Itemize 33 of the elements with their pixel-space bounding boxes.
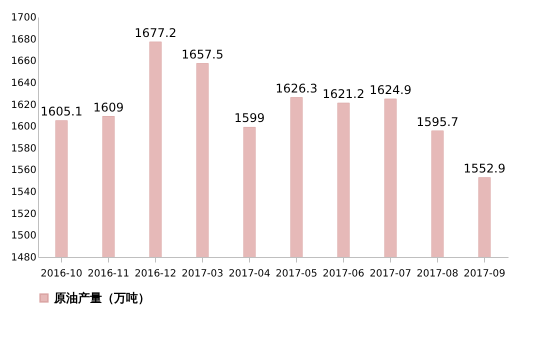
data-label: 1552.9 — [464, 161, 506, 176]
legend-label: 原油产量（万吨） — [53, 291, 150, 305]
x-tick-label: 2016-12 — [134, 268, 176, 280]
x-tick-label: 2016-10 — [40, 268, 82, 280]
data-label: 1605.1 — [40, 104, 82, 119]
data-label: 1609 — [93, 100, 124, 114]
y-tick-label: 1540 — [11, 187, 36, 198]
y-tick-label: 1480 — [11, 252, 36, 264]
y-tick-label: 1600 — [11, 122, 36, 133]
data-label: 1595.7 — [416, 114, 458, 129]
x-tick-label: 2016-11 — [88, 268, 130, 280]
x-tick-label: 2017-09 — [464, 268, 506, 280]
x-tick-label: 2017-07 — [370, 268, 412, 280]
y-tick-label: 1620 — [11, 100, 36, 111]
x-tick-label: 2017-08 — [416, 268, 458, 280]
y-tick-label: 1680 — [11, 34, 36, 46]
x-tick-label: 2017-04 — [228, 268, 270, 280]
x-tick-label: 2017-06 — [322, 268, 364, 280]
x-tick-label: 2017-05 — [276, 268, 318, 280]
data-label: 1626.3 — [276, 81, 318, 96]
data-label: 1677.2 — [134, 26, 176, 40]
y-tick-label: 1500 — [11, 230, 36, 242]
y-tick-label: 1640 — [11, 78, 36, 89]
data-label: 1657.5 — [182, 47, 224, 62]
x-tick-label: 2017-03 — [182, 268, 224, 280]
data-label: 1624.9 — [370, 82, 412, 97]
y-tick-label: 1520 — [11, 208, 36, 220]
data-label: 1599 — [234, 111, 265, 126]
y-tick-label: 1560 — [11, 165, 36, 176]
y-tick-label: 1700 — [11, 12, 36, 24]
y-tick-label: 1580 — [11, 143, 36, 154]
y-tick-label: 1660 — [11, 56, 36, 68]
data-label: 1621.2 — [322, 86, 364, 101]
